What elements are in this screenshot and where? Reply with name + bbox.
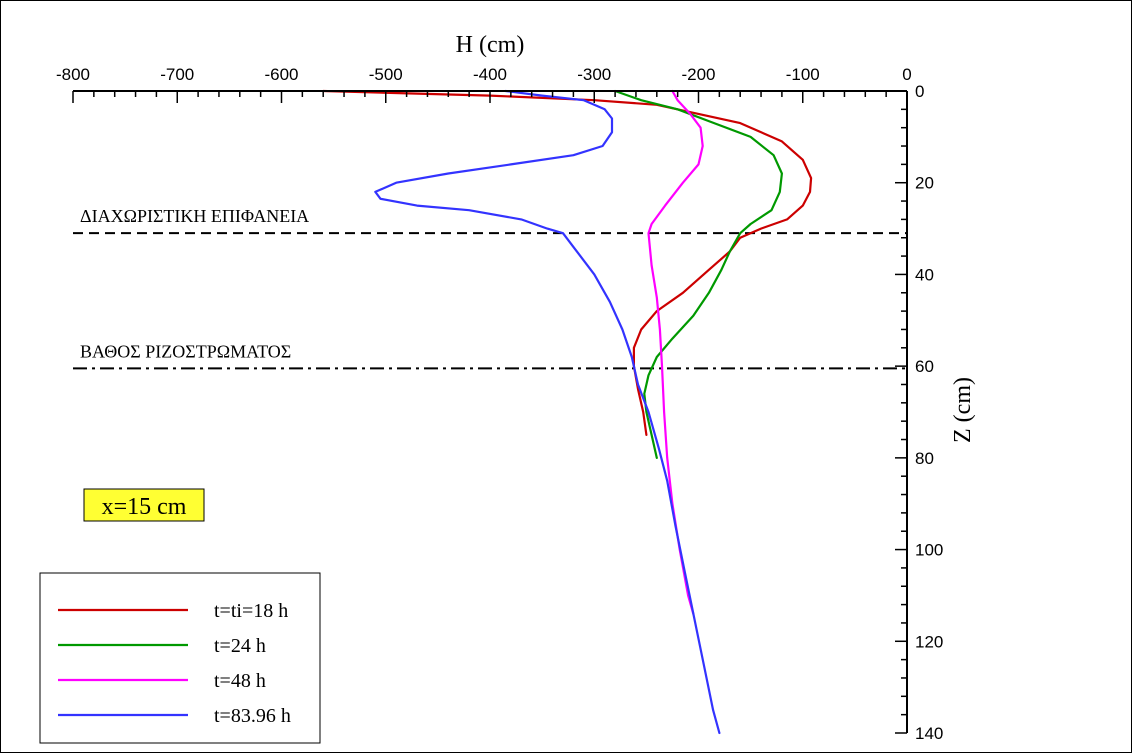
y-axis-title: Z (cm) xyxy=(950,377,976,443)
y-tick-label: 0 xyxy=(915,82,924,101)
series-line xyxy=(322,89,813,436)
reference-line-label: ΒΑΘΟΣ ΡΙΖΟΣΤΡΩΜΑΤΟΣ xyxy=(80,341,291,361)
y-tick-label: 100 xyxy=(915,541,943,560)
y-tick-label: 140 xyxy=(915,724,943,743)
x-axis-title: H (cm) xyxy=(456,32,525,58)
x-tick-label: -500 xyxy=(369,65,403,84)
legend-label: t=ti=18 h xyxy=(214,600,288,622)
reference-lines: ΔΙΑΧΩΡΙΣΤΙΚΗ ΕΠΙΦΑΝΕΙΑ ΒΑΘΟΣ ΡΙΖΟΣΤΡΩΜΑΤΟ… xyxy=(73,206,907,370)
x-tick-label: -300 xyxy=(577,65,611,84)
x-tick-label: -600 xyxy=(264,65,298,84)
legend-label: t=83.96 h xyxy=(214,705,291,727)
x-tick-label: -700 xyxy=(160,65,194,84)
y-tick-label: 40 xyxy=(915,265,934,284)
legend-label: t=48 h xyxy=(214,670,266,692)
annotation-background xyxy=(83,488,205,522)
y-tick-label: 60 xyxy=(915,357,934,376)
x-tick-label: 0 xyxy=(902,65,911,84)
x-tick-label: -800 xyxy=(56,65,90,84)
position-annotation: x=15 cm xyxy=(83,488,205,522)
x-tick-label: -200 xyxy=(681,65,715,84)
reference-line-label: ΔΙΑΧΩΡΙΣΤΙΚΗ ΕΠΙΦΑΝΕΙΑ xyxy=(80,206,309,226)
series-lines xyxy=(322,89,813,735)
y-tick-label: 20 xyxy=(915,174,934,193)
series-line xyxy=(374,89,721,735)
y-tick-label: 80 xyxy=(915,449,934,468)
y-tick-label: 120 xyxy=(915,632,943,651)
x-axis-ticks: -800 -700 -600 -500 -400 -300 -200 -100 0 xyxy=(56,65,912,103)
x-tick-label: -100 xyxy=(786,65,820,84)
series-line xyxy=(613,89,784,459)
legend-label: t=24 h xyxy=(214,635,266,657)
x-tick-label: -400 xyxy=(473,65,507,84)
series-line xyxy=(647,89,704,615)
annotation-text: x=15 cm xyxy=(102,494,187,520)
legend: t=ti=18 h t=24 h t=48 h t=83.96 h xyxy=(39,572,321,744)
y-axis-ticks: 0 20 40 60 80 100 120 140 xyxy=(895,82,943,743)
